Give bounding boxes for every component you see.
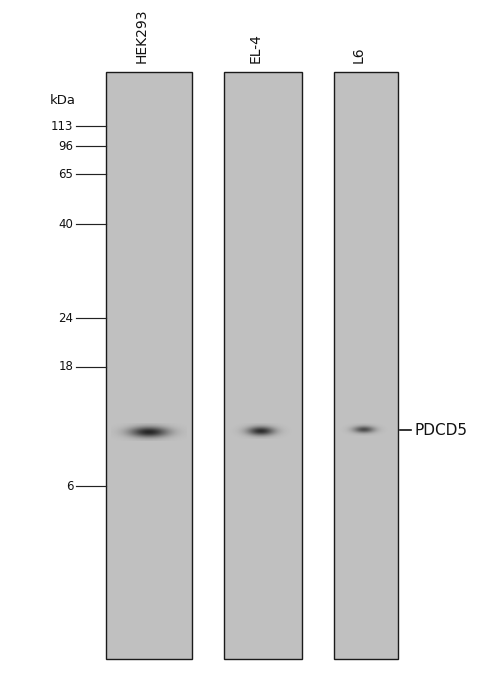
Text: 40: 40 — [59, 217, 73, 231]
Bar — [224, 72, 302, 659]
Text: PDCD5: PDCD5 — [415, 423, 468, 438]
Text: 18: 18 — [59, 360, 73, 374]
Text: L6: L6 — [352, 46, 366, 63]
Text: HEK293: HEK293 — [135, 8, 149, 63]
Text: kDa: kDa — [49, 94, 76, 107]
Text: 65: 65 — [59, 167, 73, 181]
Text: EL-4: EL-4 — [248, 33, 263, 63]
Text: 24: 24 — [58, 311, 73, 325]
Bar — [106, 72, 192, 659]
Text: 113: 113 — [51, 120, 73, 133]
Text: 6: 6 — [66, 479, 73, 493]
Bar — [334, 72, 398, 659]
Text: 96: 96 — [58, 139, 73, 153]
